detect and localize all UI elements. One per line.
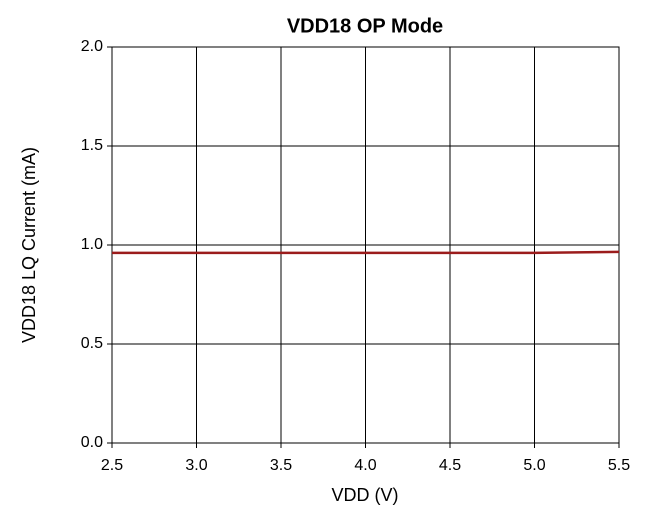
data-line (112, 250, 620, 255)
x-tick-label: 3.5 (270, 457, 292, 474)
x-tick-label: 4.0 (354, 457, 376, 474)
y-axis-title: VDD18 LQ Current (mA) (19, 147, 39, 343)
x-tick-label: 5.5 (608, 457, 630, 474)
x-tick-label: 5.0 (523, 457, 545, 474)
y-tick-label: 1.5 (81, 137, 103, 154)
x-tick-label: 3.0 (185, 457, 207, 474)
x-tick-label: 2.5 (101, 457, 123, 474)
y-tick-label: 0.0 (81, 434, 103, 451)
plot-frame (111, 46, 620, 444)
x-tick-label: 4.5 (439, 457, 461, 474)
y-tick-label: 0.5 (81, 335, 103, 352)
chart-title: VDD18 OP Mode (287, 15, 443, 37)
y-tick-label: 1.0 (81, 236, 103, 253)
y-tick-label: 2.0 (81, 38, 103, 55)
x-axis-title: VDD (V) (332, 485, 399, 505)
